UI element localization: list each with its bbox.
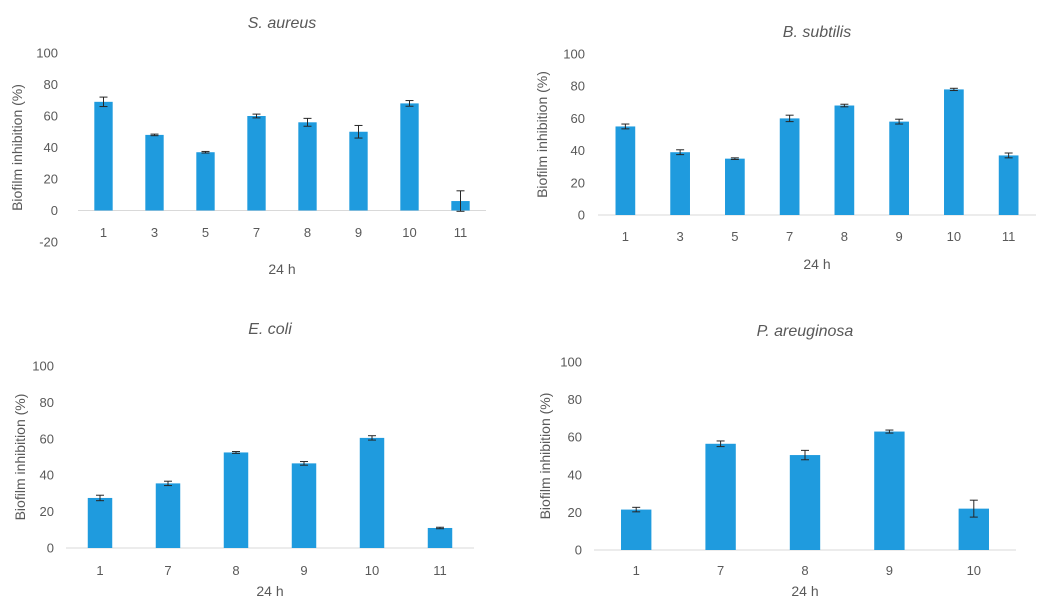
x-tick-label: 7 [253,225,260,240]
y-tick-label: 100 [563,47,585,62]
x-tick-label: 5 [202,225,209,240]
bar [359,437,385,548]
y-tick-label: 20 [571,175,585,190]
x-axis-label: 24 h [268,261,295,277]
y-tick-label: 0 [47,541,54,556]
bar [87,497,113,548]
y-tick-label: 60 [571,111,585,126]
bar [247,116,266,211]
y-tick-label: 40 [44,140,58,155]
y-tick-label: 100 [32,359,54,374]
bar [615,126,636,215]
bar [155,483,181,548]
x-tick-label: 3 [677,229,684,244]
bar [196,152,215,211]
x-tick-label: 11 [433,563,447,578]
chart-panel-2: B. subtilis 0 20 40 60 80 100 Biofilm inhibitio… [534,24,1036,272]
bar [944,89,964,215]
y-tick-label: 40 [571,143,585,158]
bar [670,152,690,215]
chart-title: E. coli [248,321,292,338]
x-tick-label: 3 [151,225,158,240]
x-axis-label: 24 h [256,583,283,599]
y-axis-label: Biofilm inhibition (%) [12,394,28,521]
x-tick-label: 8 [801,563,808,578]
y-tick-label: 40 [40,468,54,483]
y-axis-label: Biofilm inhibition (%) [534,71,550,198]
bar [621,509,652,550]
chart-panel-1: S. aureus -20 0 20 40 60 80 100 Biofilm inhibiti… [9,15,486,277]
chart-title: P. areuginosa [757,323,854,340]
y-tick-label: 60 [44,109,58,124]
y-tick-label: 100 [36,46,58,61]
y-axis-label: Biofilm inhibition (%) [537,393,553,520]
bar [400,103,419,211]
x-tick-label: 1 [100,225,107,240]
x-tick-label: 1 [96,563,103,578]
bar [779,118,800,215]
chart-panel-4: P. areuginosa 0 20 40 60 80 100 Biofilm inhibit… [537,323,1016,599]
chart-panel-3: E. coli 0 20 40 60 80 100 Biofilm inhibition (%… [12,321,474,599]
x-axis-label: 24 h [791,583,818,599]
y-tick-label: 0 [578,208,585,223]
x-tick-label: 1 [633,563,640,578]
x-tick-label: 7 [164,563,171,578]
bar [705,443,736,550]
x-axis-label: 24 h [803,256,830,272]
y-tick-label: 80 [568,392,582,407]
x-tick-label: 8 [232,563,239,578]
x-tick-label: 7 [717,563,724,578]
bar [291,463,317,548]
x-tick-label: 9 [896,229,903,244]
bar [145,134,164,211]
y-tick-label: 20 [40,504,54,519]
bar [725,158,745,215]
chart-title: S. aureus [248,15,316,32]
bar [223,452,249,548]
x-tick-label: 8 [841,229,848,244]
y-tick-label: 80 [44,77,58,92]
y-tick-label: 0 [51,203,58,218]
y-tick-label: 0 [575,543,582,558]
y-tick-label: 100 [560,355,582,370]
chart-title: B. subtilis [783,24,851,41]
x-tick-label: 8 [304,225,311,240]
bar [789,455,821,550]
x-tick-label: 10 [947,229,961,244]
x-tick-label: 10 [967,563,981,578]
y-tick-label: 80 [571,79,585,94]
y-tick-label: 20 [568,505,582,520]
bar [427,527,453,548]
x-tick-label: 9 [355,225,362,240]
x-tick-label: 9 [300,563,307,578]
bar [874,431,905,550]
y-tick-label: 80 [40,395,54,410]
x-tick-label: 10 [365,563,379,578]
x-tick-label: 10 [402,225,416,240]
x-tick-label: 7 [786,229,793,244]
y-tick-label: 60 [568,430,582,445]
bar [998,155,1019,215]
x-tick-label: 11 [454,225,468,240]
y-tick-label: 40 [568,467,582,482]
y-axis-label: Biofilm inhibition (%) [9,84,25,211]
x-tick-label: 11 [1002,229,1016,244]
bar [94,101,113,211]
x-tick-label: 5 [731,229,738,244]
bar [834,105,855,215]
bar [349,131,368,211]
y-tick-label: 20 [44,172,58,187]
y-tick-label: -20 [39,235,58,250]
bar [889,121,909,215]
bar [298,122,317,211]
y-tick-label: 60 [40,431,54,446]
x-tick-label: 1 [622,229,629,244]
x-tick-label: 9 [886,563,893,578]
